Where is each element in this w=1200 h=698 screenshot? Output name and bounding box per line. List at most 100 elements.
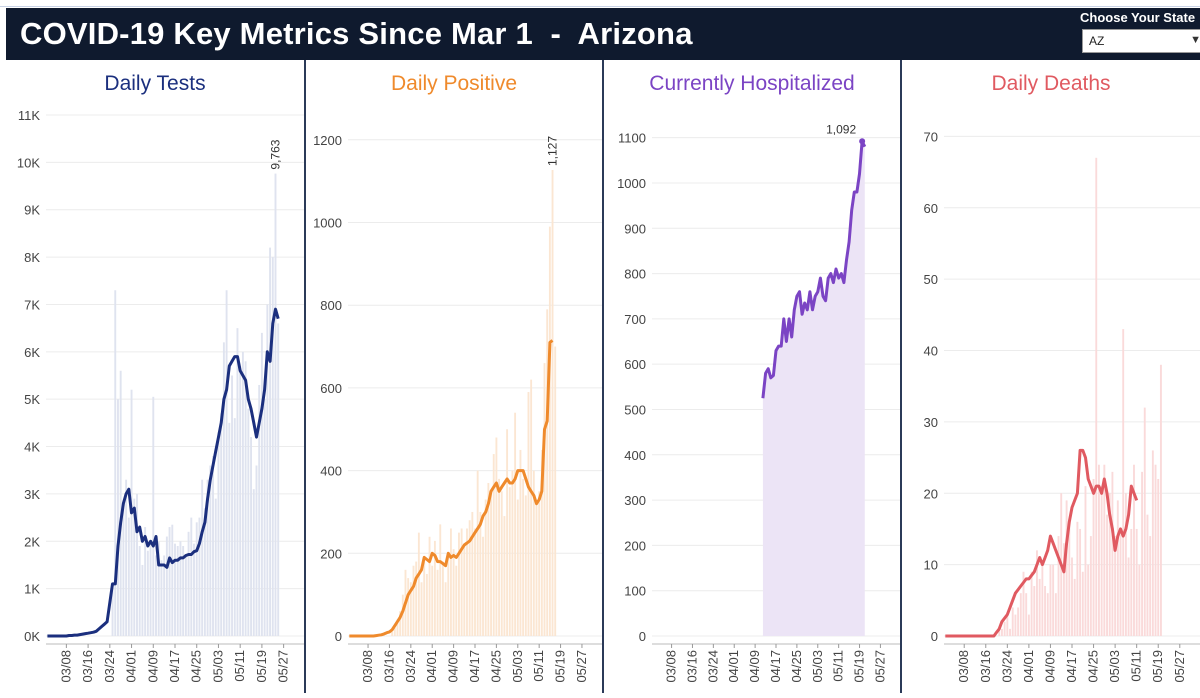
panel-divider <box>602 60 604 693</box>
x-tick-label: 03/24 <box>403 650 418 683</box>
bar <box>1095 157 1098 637</box>
bar <box>500 491 503 636</box>
bar <box>174 543 176 636</box>
bar <box>551 169 554 636</box>
bar <box>452 549 455 636</box>
y-tick-label: 10K <box>17 155 40 170</box>
state-dropdown-value: AZ <box>1089 34 1105 48</box>
y-tick-label: 1000 <box>617 176 646 191</box>
bar <box>514 412 517 636</box>
bar <box>184 555 187 636</box>
bar <box>1127 557 1130 636</box>
x-tick-label: 03/08 <box>956 650 971 683</box>
bar <box>220 413 223 636</box>
bar <box>222 342 225 636</box>
x-tick-label: 03/24 <box>102 650 117 683</box>
x-tick-label: 05/11 <box>531 650 546 682</box>
bar <box>476 470 479 636</box>
chevron-down-icon[interactable]: ▼ <box>1190 34 1200 46</box>
y-tick-label: 0 <box>639 629 646 644</box>
bar <box>157 541 160 636</box>
x-tick-label: 04/01 <box>1021 650 1036 683</box>
bar <box>1044 586 1046 636</box>
hospitalized-panel: Currently Hospitalized 0 100 200 300 400 500 6… <box>604 60 900 693</box>
bar <box>239 366 242 636</box>
bar <box>506 429 509 636</box>
bar <box>391 631 394 636</box>
bar <box>490 491 492 636</box>
x-tick-label: 03/24 <box>705 650 720 683</box>
bar <box>1017 607 1020 636</box>
bar <box>193 543 195 636</box>
x-tick-label: 04/17 <box>167 650 182 683</box>
y-tick-label: 8K <box>24 250 40 265</box>
bar <box>1006 614 1009 636</box>
state-dropdown[interactable]: AZ ▼ <box>1082 29 1200 53</box>
bar <box>252 489 255 636</box>
bar <box>160 560 163 636</box>
bar <box>415 561 418 636</box>
x-tick-label: 03/16 <box>381 650 396 683</box>
y-tick-label: 900 <box>624 221 646 236</box>
bar <box>203 508 206 636</box>
y-tick-label: 9K <box>24 203 40 218</box>
y-tick-label: 300 <box>624 493 646 508</box>
x-tick-label: 03/16 <box>978 650 993 683</box>
bar <box>503 516 506 636</box>
bar <box>260 332 263 636</box>
bar <box>1071 557 1073 636</box>
bar <box>198 517 201 636</box>
x-tick-label: 03/16 <box>80 650 95 683</box>
state-selector-label: Choose Your State <box>1080 10 1196 25</box>
x-tick-label: 05/19 <box>553 650 568 683</box>
y-tick-label: 60 <box>924 201 938 216</box>
bar <box>396 619 399 636</box>
y-tick-label: 1K <box>24 582 40 597</box>
bar <box>498 478 500 636</box>
bar <box>1076 521 1079 636</box>
bar <box>495 437 498 636</box>
y-tick-label: 5K <box>24 392 40 407</box>
peak-point <box>859 138 866 145</box>
daily-positive-panel: Daily Positive 0 200 400 600 800 1000 1200 1,12… <box>306 60 602 693</box>
chart-title: Daily Tests <box>104 72 206 95</box>
bar <box>471 511 474 636</box>
bar <box>508 487 511 636</box>
bar <box>1054 593 1057 636</box>
x-tick-label: 03/24 <box>999 650 1014 683</box>
y-tick-label: 0 <box>931 629 938 644</box>
y-tick-label: 200 <box>624 538 646 553</box>
bar <box>511 470 514 636</box>
bar <box>1068 521 1071 636</box>
x-tick-label: 05/03 <box>1107 650 1122 683</box>
bar <box>428 536 431 636</box>
bar <box>133 498 136 636</box>
chart-title: Daily Deaths <box>991 72 1111 95</box>
bar <box>401 594 404 636</box>
bar <box>409 582 412 636</box>
y-tick-label: 4K <box>24 440 40 455</box>
x-tick-label: 05/11 <box>232 650 247 682</box>
bar <box>1098 464 1100 636</box>
bar <box>1046 593 1049 636</box>
y-tick-label: 2K <box>24 534 40 549</box>
y-tick-label: 100 <box>624 584 646 599</box>
y-tick-label: 1200 <box>313 133 342 148</box>
hospitalized-chart: 0 100 200 300 400 500 600 700 800 900 1000 1100 1,09… <box>617 122 900 683</box>
panel-divider <box>900 60 902 693</box>
daily-deaths-chart: 0 10 20 30 40 50 60 70 03/08 03/16 03/24 04/01 04/09… <box>924 129 1200 683</box>
bar <box>1041 564 1044 636</box>
bar <box>1027 614 1030 636</box>
x-tick-label: 05/27 <box>574 650 589 683</box>
bar <box>171 524 174 636</box>
bar <box>420 582 423 636</box>
x-tick-label: 04/01 <box>124 650 139 683</box>
bar <box>195 522 198 636</box>
bar <box>1087 564 1090 636</box>
bar <box>393 627 396 636</box>
x-tick-label: 04/09 <box>747 650 762 683</box>
y-tick-label: 1100 <box>618 131 646 146</box>
bar <box>1038 578 1041 636</box>
bar <box>274 173 277 637</box>
bar <box>1092 478 1095 636</box>
